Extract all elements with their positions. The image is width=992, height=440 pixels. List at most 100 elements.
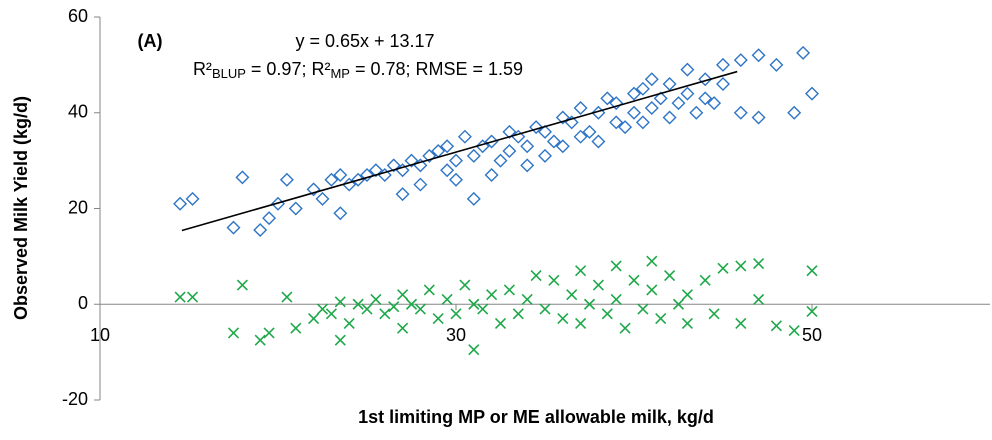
point [466, 191, 481, 206]
point [671, 96, 686, 111]
point [530, 269, 542, 282]
point [672, 298, 685, 310]
point [315, 191, 330, 206]
point [644, 72, 659, 87]
point [635, 81, 650, 96]
point [186, 291, 199, 303]
point [619, 322, 631, 334]
point [680, 86, 695, 101]
point [440, 139, 455, 154]
point [423, 284, 435, 296]
point [521, 293, 533, 306]
point [468, 298, 480, 310]
point [708, 308, 720, 320]
point [753, 257, 765, 270]
point [770, 320, 782, 332]
point [413, 177, 428, 192]
point [486, 289, 498, 301]
point [680, 62, 695, 77]
point [735, 317, 747, 329]
point [707, 96, 722, 111]
point [334, 296, 346, 308]
y-tick-label: 20 [68, 197, 88, 217]
y-tick-label: 40 [68, 102, 88, 122]
point [583, 298, 596, 310]
point [236, 279, 248, 291]
point [733, 105, 748, 120]
point [226, 220, 241, 235]
point [351, 172, 366, 187]
point [316, 303, 329, 315]
point [185, 191, 200, 206]
point [698, 91, 713, 106]
point [717, 262, 729, 274]
stats-sub: BLUP [212, 66, 246, 81]
point [805, 86, 819, 101]
stats-text: R²BLUP = 0.97; R²MP = 0.78; RMSE = 1.59 [193, 59, 523, 82]
equation: y = 0.65x + 13.17 [295, 31, 434, 51]
point [609, 115, 624, 130]
point [806, 305, 818, 317]
point [646, 255, 658, 267]
point [512, 308, 524, 320]
point [806, 265, 818, 277]
point [637, 303, 649, 315]
point [653, 91, 668, 106]
point [263, 327, 275, 339]
point [592, 279, 604, 291]
point [432, 313, 444, 325]
x-tick-label: 10 [90, 325, 110, 345]
point [546, 134, 561, 149]
stats-part: = 0.78; RMSE = 1.59 [350, 59, 523, 79]
point [493, 153, 508, 168]
x-tick-label: 30 [446, 325, 466, 345]
point [457, 129, 472, 144]
point [735, 260, 747, 272]
point [520, 158, 535, 173]
point [360, 167, 374, 182]
point [422, 148, 437, 163]
point [582, 124, 597, 139]
point [753, 293, 765, 306]
x-tick-label: 50 [802, 325, 822, 345]
point [538, 124, 552, 139]
point [361, 303, 373, 315]
point [477, 303, 489, 315]
trendline [181, 70, 738, 232]
point [610, 293, 622, 306]
x-axis-label: 1st limiting MP or ME allowable milk, kg… [358, 407, 714, 427]
point [262, 211, 277, 226]
point [609, 96, 624, 111]
point [343, 317, 355, 329]
point [441, 293, 453, 306]
point [627, 105, 641, 120]
point [662, 110, 677, 125]
point [699, 274, 711, 286]
point [618, 120, 633, 135]
panel-label: (A) [138, 31, 163, 51]
point [600, 91, 615, 106]
point [796, 45, 811, 60]
point [306, 182, 321, 197]
point [333, 206, 348, 221]
point [573, 129, 588, 144]
point [253, 223, 268, 238]
point [370, 293, 382, 306]
point [414, 303, 426, 315]
point [769, 57, 784, 72]
point [281, 291, 293, 303]
point [788, 325, 800, 337]
point [539, 303, 551, 315]
point [379, 308, 391, 320]
point [689, 105, 704, 120]
point [787, 105, 802, 120]
point [646, 284, 658, 296]
point [459, 279, 471, 291]
point [503, 284, 515, 296]
point [538, 148, 552, 163]
point [484, 167, 499, 182]
point [324, 172, 339, 187]
point [502, 124, 517, 139]
point [308, 313, 320, 325]
